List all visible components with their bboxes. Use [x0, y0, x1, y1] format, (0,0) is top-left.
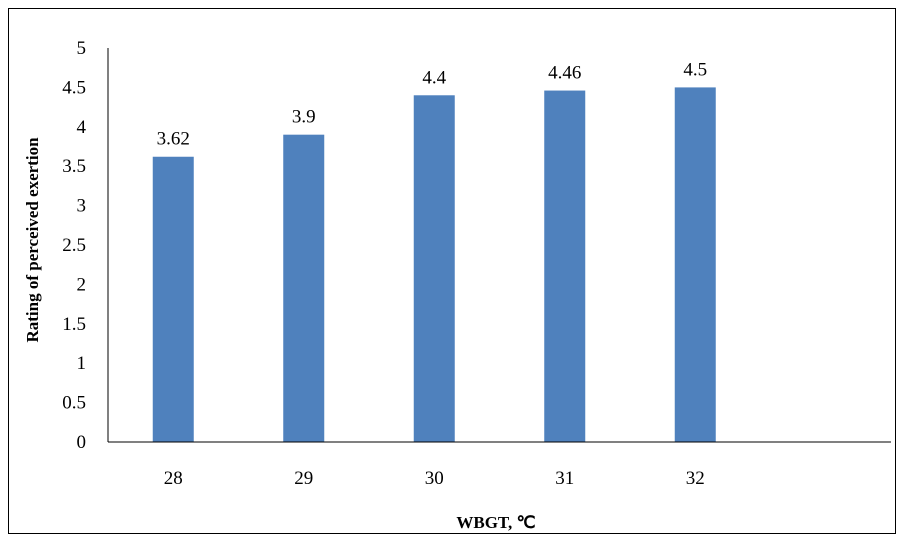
y-axis-title: Rating of perceived exertion [23, 137, 42, 343]
bar [674, 87, 716, 443]
y-tick-label: 3.5 [62, 156, 86, 177]
data-label: 4.5 [683, 59, 707, 80]
y-tick-label: 4 [77, 117, 87, 138]
x-tick-label: 29 [294, 468, 313, 489]
y-tick-label: 0.5 [62, 393, 86, 414]
x-tick-label: 30 [425, 468, 444, 489]
y-tick-label: 3 [77, 196, 87, 217]
data-label: 4.46 [548, 63, 581, 84]
bars [152, 87, 716, 443]
data-labels: 3.62 3.9 4.4 4.46 4.5 [157, 59, 708, 149]
bar [544, 90, 586, 442]
bar [152, 156, 194, 442]
y-tick-label: 2.5 [62, 235, 86, 256]
data-label: 3.9 [292, 107, 316, 128]
y-tick-label: 2 [77, 274, 87, 295]
x-tick-label: 31 [555, 468, 574, 489]
bar [413, 95, 455, 442]
x-axis-title: WBGT, ℃ [456, 513, 535, 532]
x-tick-labels: 28 29 30 31 32 [164, 468, 705, 489]
y-tick-label: 4.5 [62, 77, 86, 98]
y-tick-labels: 0 0.5 1 1.5 2 2.5 3 3.5 4 4.5 5 [62, 38, 86, 453]
x-tick-label: 28 [164, 468, 183, 489]
y-tick-label: 5 [77, 38, 87, 59]
bar [283, 134, 325, 442]
y-tick-label: 1 [77, 353, 87, 374]
x-tick-label: 32 [686, 468, 705, 489]
data-label: 4.4 [422, 67, 446, 88]
y-tick-label: 1.5 [62, 314, 86, 335]
y-tick-label: 0 [77, 432, 87, 453]
data-label: 3.62 [157, 129, 190, 150]
